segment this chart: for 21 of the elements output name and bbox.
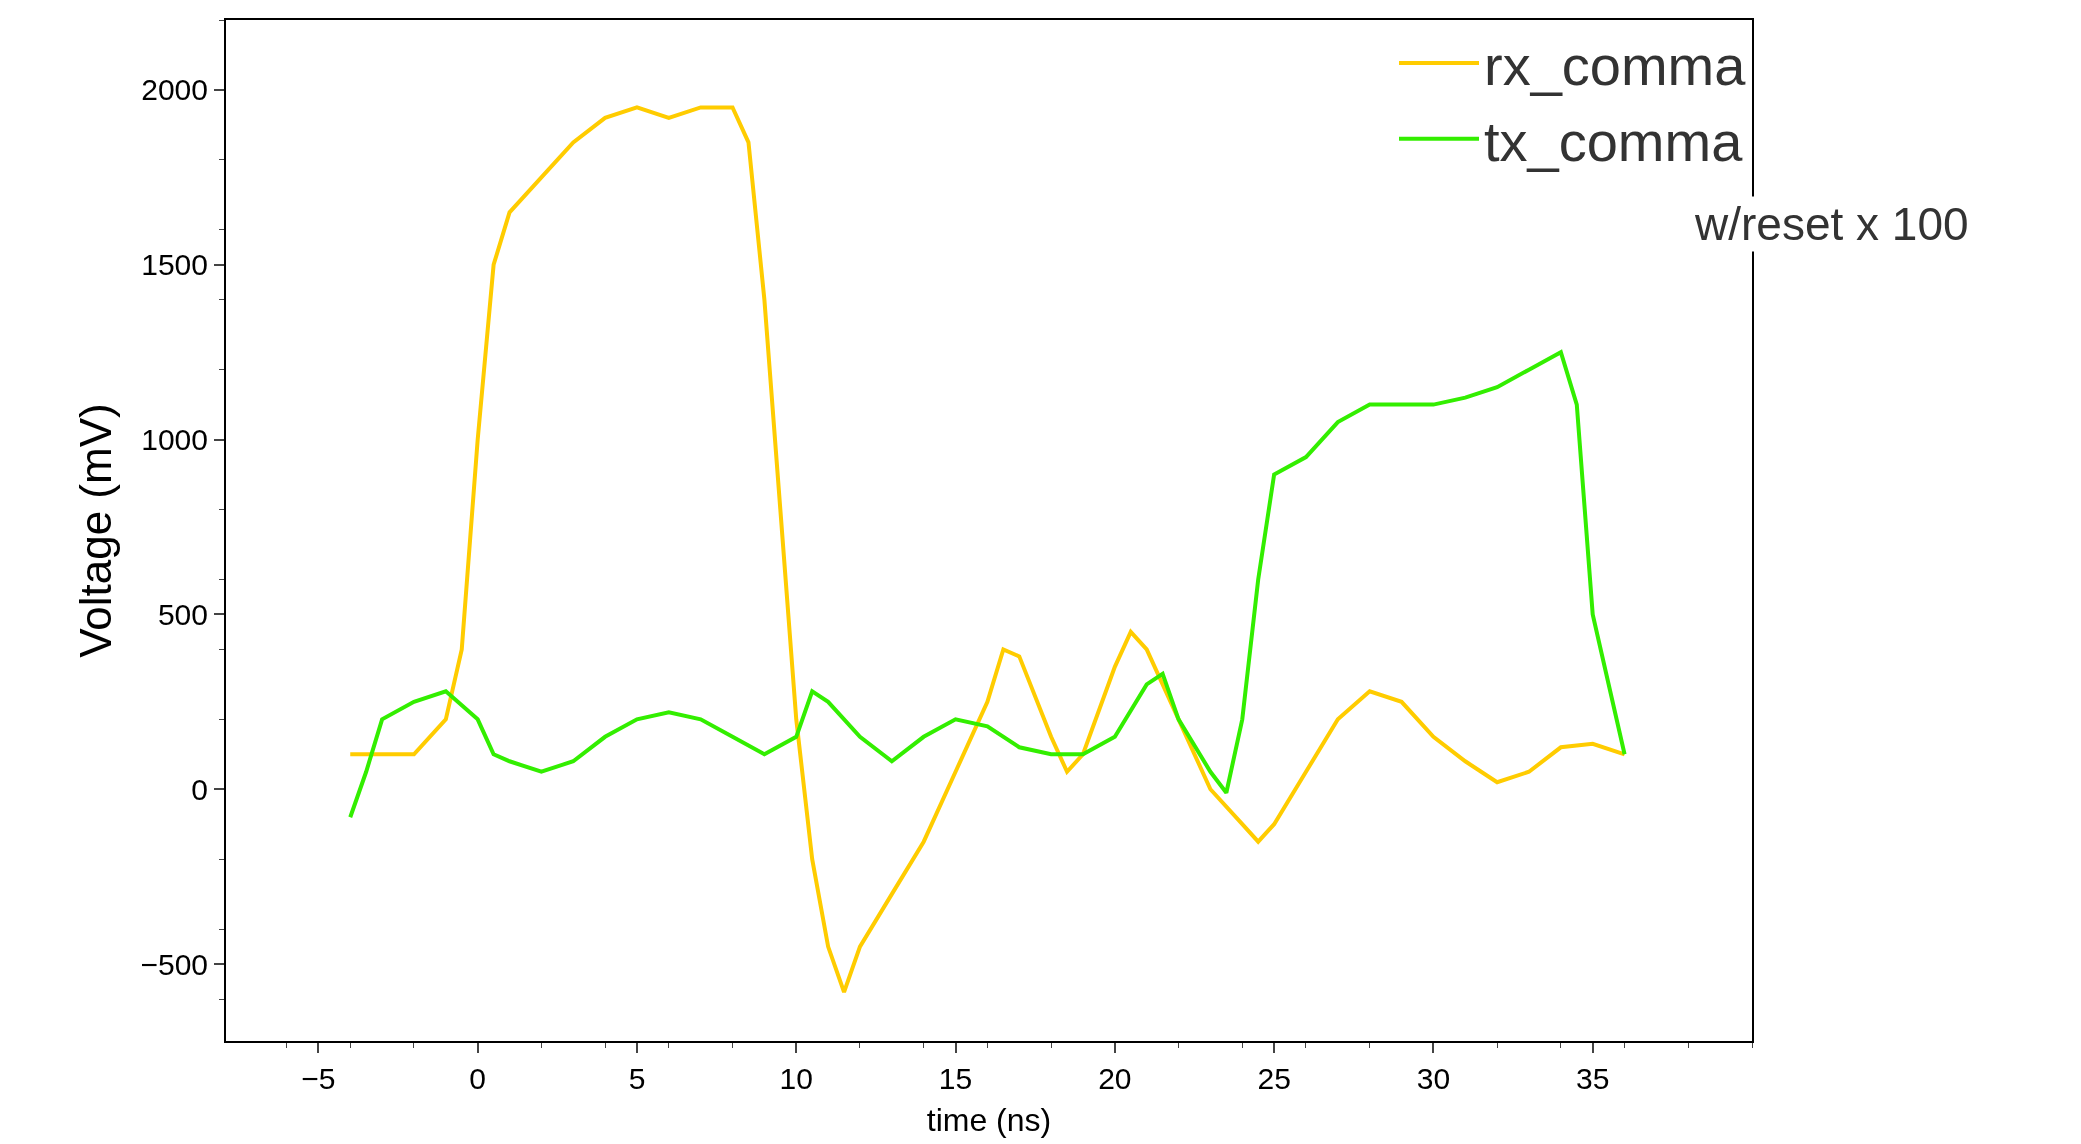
y-tick-label: −500 [140,947,208,981]
y-tick-label: 0 [191,772,208,806]
x-axis-title: time (ns) [926,1102,1052,1139]
x-tick-label: −5 [301,1062,336,1095]
y-tick-label: 1000 [141,423,208,457]
x-tick-label: 10 [779,1062,813,1095]
annotation: w/reset x 100 [1694,198,1969,250]
y-axis-title: Voltage (mV) [71,403,121,658]
x-tick-label: 25 [1257,1062,1291,1095]
legend-label: rx_comma [1484,33,1747,97]
y-tick-label: 1500 [141,248,208,282]
x-tick-label: 15 [938,1062,973,1095]
x-tick-label: 30 [1416,1062,1451,1095]
line-series [348,350,1627,820]
y-tick-label: 2000 [141,73,208,107]
legend-label: tx_comma [1484,109,1744,173]
x-tick-label: 20 [1098,1062,1132,1095]
x-tick-label: 35 [1576,1062,1610,1095]
x-tick-label: 5 [628,1062,646,1095]
x-tick-label: 0 [469,1062,487,1095]
y-tick-label: 500 [157,597,208,631]
